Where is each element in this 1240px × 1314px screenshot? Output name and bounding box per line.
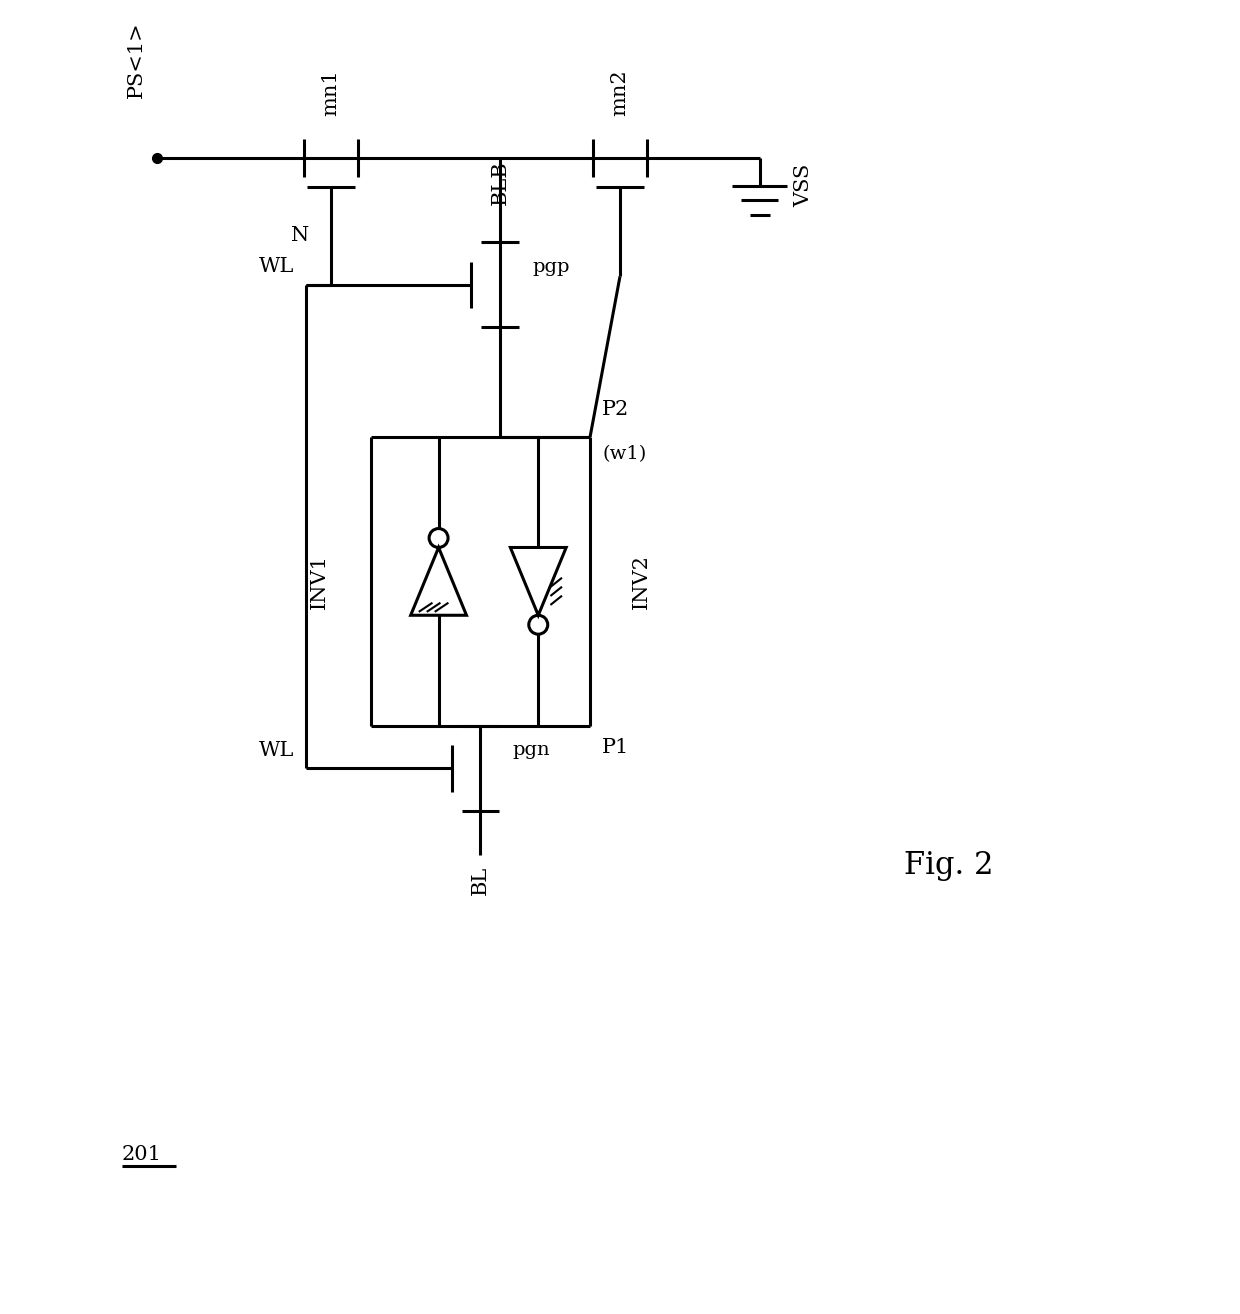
Text: BL: BL (471, 866, 490, 895)
Text: pgp: pgp (532, 258, 570, 276)
Text: mn2: mn2 (610, 70, 630, 116)
Text: 201: 201 (122, 1146, 161, 1164)
Text: P1: P1 (603, 738, 630, 757)
Text: VSS: VSS (795, 164, 813, 208)
Text: PS<1>: PS<1> (126, 21, 146, 99)
Text: P2: P2 (603, 399, 630, 419)
Text: (w1): (w1) (603, 445, 646, 463)
Text: N: N (290, 226, 309, 246)
Text: INV1: INV1 (310, 555, 329, 608)
Text: BLB: BLB (491, 160, 510, 205)
Text: INV2: INV2 (632, 555, 651, 608)
Text: WL: WL (259, 741, 294, 759)
Text: WL: WL (259, 258, 294, 276)
Text: pgn: pgn (512, 741, 551, 759)
Text: mn1: mn1 (321, 70, 341, 116)
Text: Fig. 2: Fig. 2 (904, 850, 993, 880)
